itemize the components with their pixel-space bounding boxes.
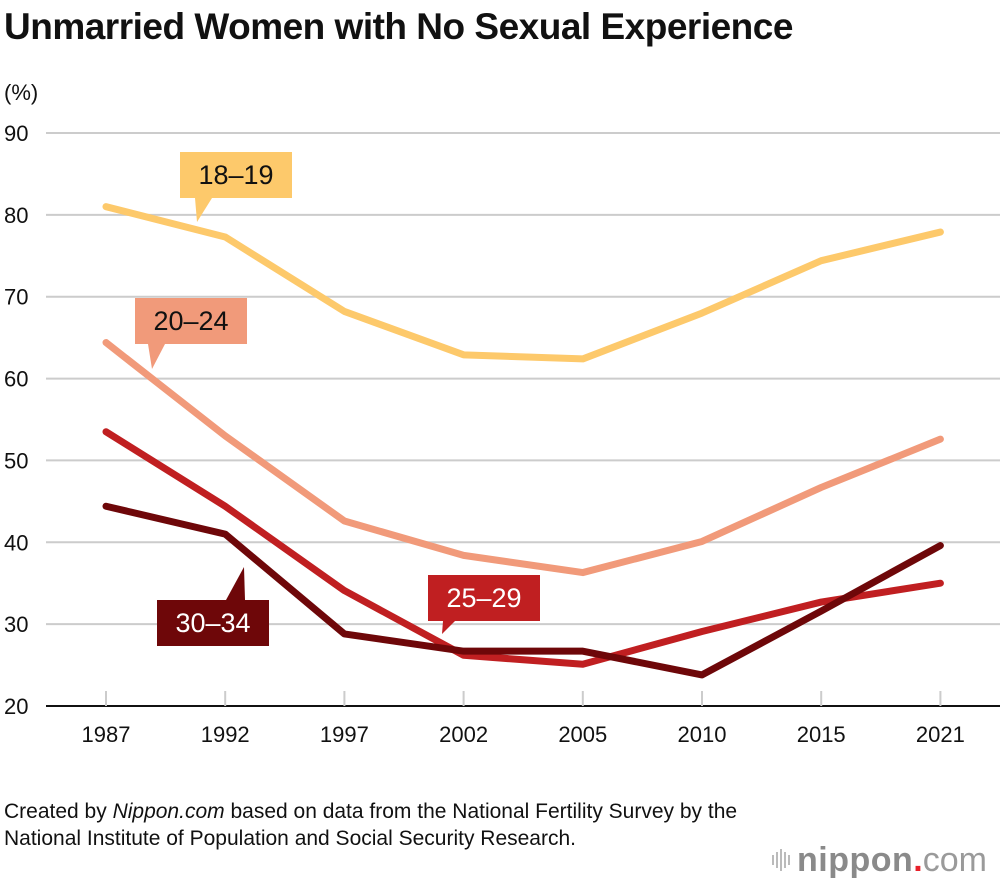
y-tick-label: 30 — [4, 612, 28, 637]
x-tick-label: 2010 — [678, 722, 727, 747]
gridlines — [46, 132, 1000, 707]
series-label-18-19: 18–19 — [180, 152, 292, 222]
x-tick-label: 1997 — [320, 722, 369, 747]
y-axis-unit-label: (%) — [4, 80, 39, 105]
label-text: 30–34 — [175, 608, 250, 638]
y-tick-label: 50 — [4, 448, 28, 473]
note-suffix: based on data from the National Fertilit… — [4, 800, 738, 850]
x-tick-label: 2015 — [797, 722, 846, 747]
series-label-20-24: 20–24 — [135, 298, 247, 369]
y-tick-label: 80 — [4, 203, 28, 228]
series-label-30-34: 30–34 — [157, 567, 269, 646]
label-pointer — [442, 621, 455, 634]
label-box — [428, 575, 540, 621]
source-note: Created by Nippon.com based on data from… — [4, 798, 764, 852]
series-line-18-19 — [102, 203, 944, 363]
logo-dot: . — [913, 840, 923, 879]
logo-word: nippon — [797, 840, 914, 879]
series-labels: 18–19 20–24 25–29 30–34 — [135, 152, 540, 646]
label-text: 20–24 — [153, 306, 228, 336]
x-axis-ticks: 1987 1992 1997 2002 2005 2010 2015 2021 — [82, 691, 965, 747]
y-tick-label: 60 — [4, 367, 28, 392]
label-text: 18–19 — [198, 160, 273, 190]
y-tick-label: 20 — [4, 694, 28, 719]
label-box — [135, 298, 247, 344]
label-pointer — [226, 567, 245, 600]
series-line-25-29 — [102, 428, 944, 668]
note-source-name: Nippon.com — [112, 800, 225, 823]
label-box — [180, 152, 292, 198]
y-tick-label: 90 — [4, 121, 28, 146]
series-line-20-24 — [102, 339, 944, 577]
label-box — [157, 600, 269, 646]
chart-title: Unmarried Women with No Sexual Experienc… — [4, 6, 793, 47]
line-chart: 20 30 40 50 60 70 80 90 1987 1992 1997 2002 2005 201… — [4, 121, 1000, 747]
label-pointer — [195, 198, 212, 222]
note-prefix: Created by — [4, 800, 113, 823]
label-pointer — [148, 344, 165, 369]
sound-wave-icon — [772, 849, 790, 871]
label-text: 25–29 — [446, 583, 521, 613]
y-tick-label: 40 — [4, 530, 28, 555]
x-tick-label: 2021 — [916, 722, 965, 747]
x-tick-label: 1987 — [82, 722, 131, 747]
x-tick-label: 1992 — [201, 722, 250, 747]
logo-com: com — [922, 840, 987, 879]
series-label-25-29: 25–29 — [428, 575, 540, 634]
y-tick-label: 70 — [4, 285, 28, 310]
nippon-logo: nippon. com — [772, 840, 987, 880]
x-tick-label: 2002 — [439, 722, 488, 747]
x-tick-label: 2005 — [558, 722, 607, 747]
series-line-30-34 — [102, 502, 944, 679]
series-lines — [102, 203, 944, 679]
y-axis-ticks: 20 30 40 50 60 70 80 90 — [4, 121, 28, 719]
